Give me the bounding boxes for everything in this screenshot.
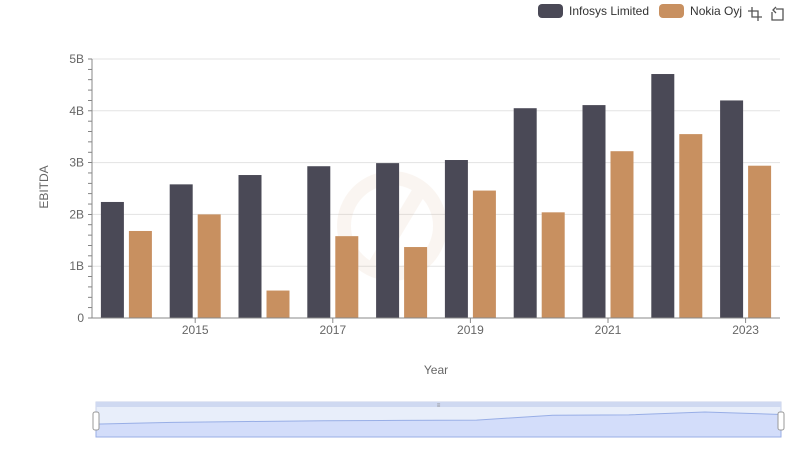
legend-item-nokia[interactable]: Nokia Oyj [659,4,742,18]
bar-infosys-2016[interactable] [238,175,262,318]
navigator-top-bar[interactable] [96,402,781,407]
chart-toolbar [746,5,786,23]
bar-infosys-2018[interactable] [376,163,400,318]
x-tick-label: 2019 [457,323,484,337]
bar-infosys-2017[interactable] [307,166,331,318]
bar-nokia-2022[interactable] [679,134,703,318]
y-tick-label: 3B [69,156,84,170]
y-tick-label: 2B [69,207,84,221]
y-axis-title: EBITDA [37,165,51,209]
bar-infosys-2020[interactable] [513,108,537,319]
bar-nokia-2020[interactable] [541,212,565,318]
x-axis-title: Year [423,363,449,377]
x-tick-label: 2017 [319,323,346,337]
legend-swatch-nokia [659,4,685,18]
legend-label-infosys: Infosys Limited [569,4,650,18]
gridlines [92,58,780,319]
y-tick-label: 4B [69,104,84,118]
bar-infosys-2021[interactable] [582,105,606,319]
y-tick-label: 5B [69,52,84,66]
y-tick-label: 1B [69,259,84,273]
navigator-left-handle[interactable] [92,411,100,431]
navigator-right-handle[interactable] [777,411,785,431]
y-tick-label: 0 [77,311,84,325]
bars [100,74,772,319]
bar-nokia-2017[interactable] [335,236,359,318]
navigator-grip-icon: ≡ [437,403,441,409]
bar-infosys-2014[interactable] [100,201,124,318]
bar-nokia-2016[interactable] [266,290,290,318]
restore-icon[interactable] [768,5,786,23]
legend-item-infosys[interactable]: Infosys Limited [538,4,649,18]
bar-nokia-2023[interactable] [748,165,772,318]
range-navigator: ≡ [92,401,785,438]
legend: Infosys Limited Nokia Oyj [538,4,742,18]
bar-infosys-2022[interactable] [651,74,675,318]
bar-nokia-2014[interactable] [128,230,152,318]
x-axis: 2015 2017 2019 2021 2023 [92,317,780,337]
bar-nokia-2018[interactable] [404,247,428,318]
bar-infosys-2019[interactable] [444,160,468,318]
bar-infosys-2015[interactable] [169,184,193,318]
box-zoom-icon[interactable] [746,5,764,23]
bar-nokia-2021[interactable] [610,151,634,318]
legend-swatch-infosys [538,4,563,18]
legend-label-nokia: Nokia Oyj [690,4,743,18]
x-tick-label: 2015 [182,323,209,337]
x-tick-label: 2023 [732,323,759,337]
bar-infosys-2023[interactable] [720,100,744,318]
bar-nokia-2019[interactable] [472,190,496,318]
y-axis: 0 1B 2B 3B 4B 5B [69,52,93,325]
bar-nokia-2015[interactable] [197,214,221,318]
x-tick-label: 2021 [595,323,622,337]
